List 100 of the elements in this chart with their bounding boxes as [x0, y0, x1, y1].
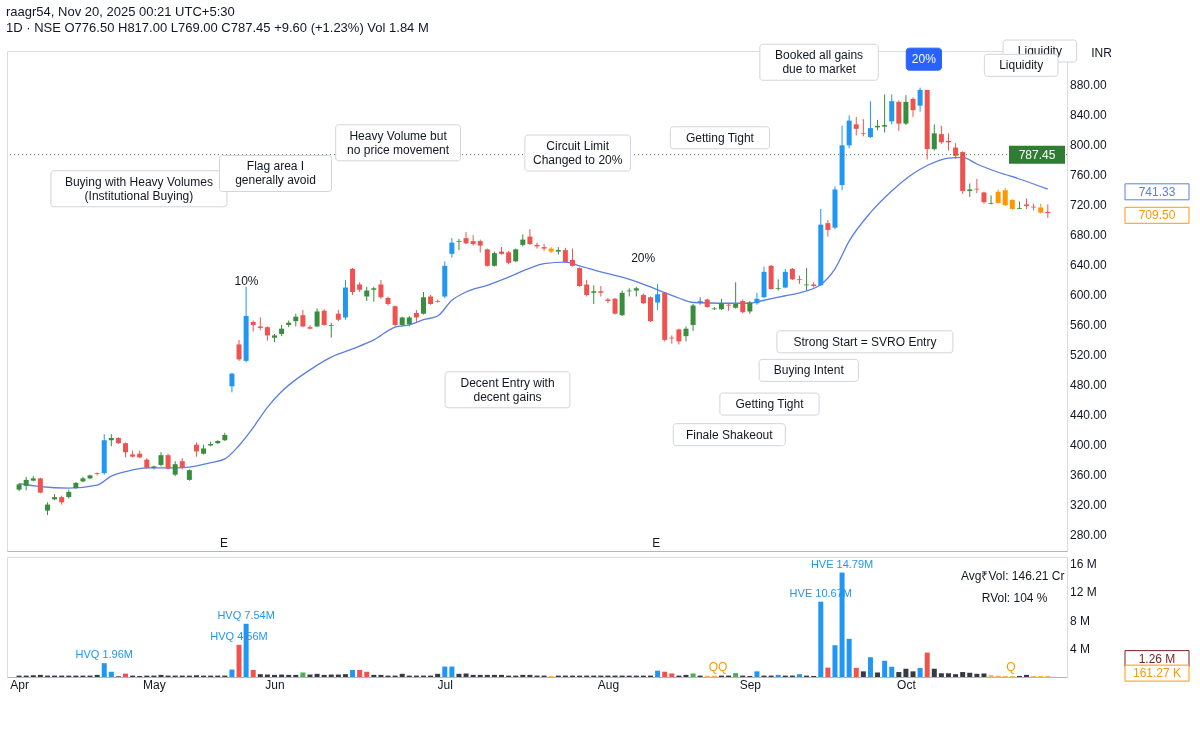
- y-tick-label: 480.00: [1070, 377, 1108, 392]
- bar: [300, 672, 306, 677]
- bar: [108, 671, 114, 677]
- y-tick-label: 4 M: [1070, 641, 1091, 656]
- bar: [229, 669, 235, 677]
- bar: [953, 674, 959, 677]
- bar: [364, 671, 370, 677]
- bar: [903, 668, 909, 677]
- annotation: Buying with Heavy Volumes (Institutional Buying): [64, 174, 213, 203]
- bar: [449, 666, 455, 677]
- bar: [314, 673, 320, 677]
- bar: [357, 669, 363, 677]
- x-tick-label: May: [143, 677, 166, 692]
- candlestick: [768, 264, 774, 291]
- annotation: E: [652, 535, 661, 550]
- bar: [158, 674, 164, 677]
- annotation: Liquidity: [1017, 44, 1062, 58]
- candlestick: [577, 266, 583, 288]
- bar: [37, 674, 43, 677]
- annotation: RVol: 104 %: [981, 590, 1048, 605]
- annotation: Flag area I generally avoid: [235, 159, 316, 188]
- annotation: Decent Entry with decent gains: [460, 375, 555, 404]
- candlestick: [541, 243, 547, 252]
- y-tick-label: 680.00: [1070, 228, 1108, 243]
- bar: [867, 657, 873, 677]
- bar: [484, 674, 490, 677]
- candlestick: [896, 99, 902, 132]
- bar: [931, 668, 937, 677]
- text: INR: [1091, 46, 1113, 61]
- bar: [250, 669, 256, 677]
- annotation: Strong Start = SVRO Entry: [793, 334, 937, 349]
- annotation: Heavy Volume but no price movement: [347, 128, 450, 157]
- y-tick-label: 440.00: [1070, 407, 1108, 422]
- chart-title: raagr54, Nov 20, 2025 00:21 UTC+5:30: [6, 4, 235, 19]
- bar: [491, 674, 497, 677]
- candlestick: [733, 281, 739, 309]
- candlestick: [917, 87, 923, 113]
- bar: [94, 674, 100, 677]
- candlestick: [456, 238, 462, 251]
- bar: [896, 672, 902, 677]
- x-tick-label: Apr: [10, 677, 29, 692]
- bar: [399, 673, 405, 677]
- candlestick: [910, 96, 916, 118]
- annotation: Circuit Limit Changed to 20%: [532, 139, 623, 168]
- candlestick: [591, 284, 597, 305]
- bar: [321, 674, 327, 677]
- bar: [924, 652, 930, 677]
- ref-line-label: 787.45: [1018, 147, 1056, 162]
- candlestick: [619, 290, 625, 317]
- bar: [797, 674, 802, 677]
- bar: [974, 673, 980, 677]
- candlestick: [775, 278, 781, 292]
- candlestick: [598, 285, 604, 298]
- candlestick: [882, 93, 888, 134]
- bar: [960, 672, 966, 677]
- bar: [846, 638, 852, 677]
- y-tick-label: 640.00: [1070, 258, 1108, 273]
- y-tick-label: 600.00: [1070, 288, 1108, 303]
- y-tick-label: 360.00: [1070, 467, 1108, 482]
- candlestick: [94, 471, 100, 476]
- y-tick-label: 760.00: [1070, 168, 1108, 183]
- y-tick-label: 800.00: [1070, 138, 1108, 153]
- x-tick-label: Aug: [597, 677, 620, 692]
- candlestick: [229, 372, 235, 393]
- candlestick: [378, 279, 384, 300]
- bar: [733, 673, 739, 677]
- candlestick: [988, 194, 994, 205]
- annotation: Booked all gains due to market: [775, 48, 864, 77]
- x-tick-label: Sep: [739, 677, 762, 692]
- bar: [775, 674, 781, 677]
- candlestick: [236, 339, 242, 362]
- candlestick: [470, 234, 476, 247]
- bar: [683, 674, 689, 677]
- bar: [981, 673, 987, 677]
- bar: [499, 674, 505, 677]
- candlestick: [903, 94, 909, 126]
- bar: [818, 601, 824, 677]
- bar: [875, 672, 881, 677]
- bar: [101, 663, 107, 677]
- data-label: HVE 14.79M: [810, 557, 874, 570]
- bar: [945, 673, 951, 677]
- y-tick-label: 880.00: [1070, 78, 1108, 93]
- annotation: QQ: [708, 660, 728, 675]
- candlestick: [867, 100, 873, 139]
- annotation: E: [220, 535, 229, 550]
- bar: [286, 674, 292, 677]
- candlestick: [392, 304, 398, 327]
- bar: [342, 674, 348, 677]
- bar: [470, 674, 476, 677]
- bar: [860, 671, 866, 677]
- candlestick: [449, 237, 455, 259]
- bar: [1024, 674, 1030, 677]
- candlestick: [463, 231, 469, 245]
- candlestick: [314, 307, 320, 328]
- candlestick: [860, 118, 866, 137]
- data-label: HVQ 1.96M: [75, 648, 133, 661]
- candlestick: [889, 93, 895, 125]
- bar: [910, 671, 916, 677]
- bar: [853, 667, 859, 677]
- y-tick-label: 720.00: [1070, 198, 1108, 213]
